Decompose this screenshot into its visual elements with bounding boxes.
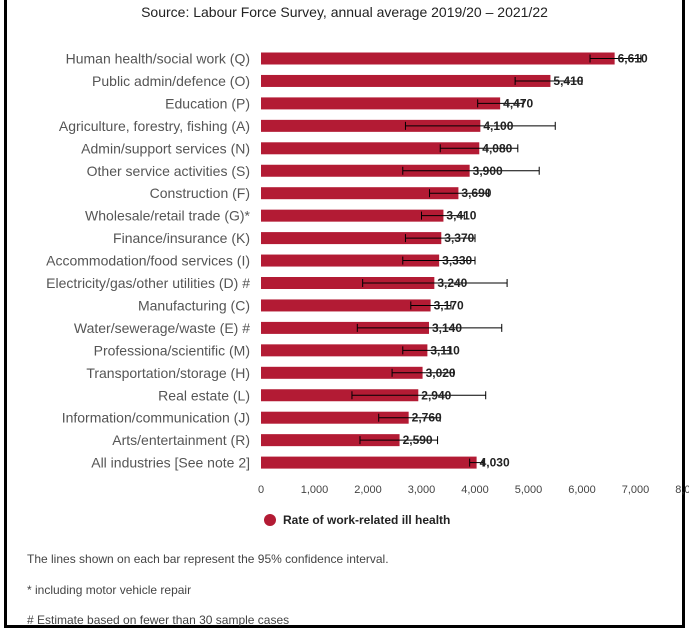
category-label: Manufacturing (C) [138, 297, 250, 313]
category-label: Accommodation/food services (I) [46, 253, 250, 269]
category-label: Real estate (L) [158, 387, 250, 403]
value-label: 4,080 [482, 141, 512, 155]
value-label: 4,100 [483, 119, 513, 133]
x-tick-label: 1,000 [301, 484, 329, 496]
bar[interactable] [261, 457, 477, 469]
category-label: Wholesale/retail trade (G)* [85, 208, 251, 224]
value-label: 2,760 [412, 411, 442, 425]
legend-label[interactable]: Rate of work-related ill health [283, 513, 450, 527]
category-label: Education (P) [165, 95, 250, 111]
x-tick-label: 3,000 [408, 484, 436, 496]
value-label: 6,610 [618, 52, 648, 66]
category-label: Public admin/defence (O) [92, 73, 250, 89]
value-label: 3,170 [434, 298, 464, 312]
value-label: 4,030 [480, 456, 510, 470]
value-label: 3,900 [473, 164, 503, 178]
bar[interactable] [261, 75, 550, 87]
category-label: Finance/insurance (K) [113, 230, 250, 246]
bar[interactable] [261, 97, 500, 109]
category-label: Admin/support services (N) [81, 140, 250, 156]
x-tick-label: 7,000 [622, 484, 650, 496]
bar[interactable] [261, 210, 443, 222]
category-label: Other service activities (S) [87, 163, 250, 179]
x-tick-label: 8,000 [675, 484, 689, 496]
value-label: 3,410 [446, 209, 476, 223]
legend-marker[interactable] [264, 514, 276, 526]
bar[interactable] [261, 187, 458, 199]
note-sample-cases: # Estimate based on fewer than 30 sample… [27, 613, 289, 627]
category-label: Human health/social work (Q) [66, 51, 250, 67]
category-label: Transportation/storage (H) [86, 365, 250, 381]
value-label: 3,240 [437, 276, 467, 290]
category-label: All industries [See note 2] [91, 455, 250, 471]
note-motor-vehicle: * including motor vehicle repair [27, 583, 191, 597]
category-label: Professiona/scientific (M) [94, 342, 250, 358]
x-tick-label: 0 [258, 484, 264, 496]
value-label: 2,590 [403, 433, 433, 447]
note-confidence-interval: The lines shown on each bar represent th… [27, 552, 389, 566]
value-label: 5,410 [553, 74, 583, 88]
category-label: Agriculture, forestry, fishing (A) [59, 118, 250, 134]
category-label: Arts/entertainment (R) [112, 432, 250, 448]
value-label: 3,690 [461, 186, 491, 200]
value-label: 2,940 [421, 388, 451, 402]
value-label: 3,140 [432, 321, 462, 335]
x-tick-label: 6,000 [568, 484, 596, 496]
value-label: 3,370 [444, 231, 474, 245]
category-label: Water/sewerage/waste (E) # [74, 320, 250, 336]
category-label: Electricity/gas/other utilities (D) # [46, 275, 250, 291]
category-labels: Human health/social work (Q) Public admin… [46, 51, 250, 471]
x-tick-label: 5,000 [515, 484, 543, 496]
value-label: 4,470 [503, 96, 533, 110]
value-label: 3,020 [426, 366, 456, 380]
bar[interactable] [261, 299, 431, 311]
value-label: 3,330 [442, 254, 472, 268]
x-tick-label: 2,000 [354, 484, 382, 496]
bar-chart: Human health/social work (Q) Public admin… [0, 0, 689, 560]
category-label: Construction (F) [150, 185, 250, 201]
value-label: 3,110 [430, 343, 460, 357]
x-axis-ticks: 0 1,000 2,000 3,000 4,000 5,000 6,000 7,000 8,00… [258, 484, 689, 496]
category-label: Information/communication (J) [62, 410, 250, 426]
x-tick-label: 4,000 [461, 484, 489, 496]
bar[interactable] [261, 53, 615, 65]
